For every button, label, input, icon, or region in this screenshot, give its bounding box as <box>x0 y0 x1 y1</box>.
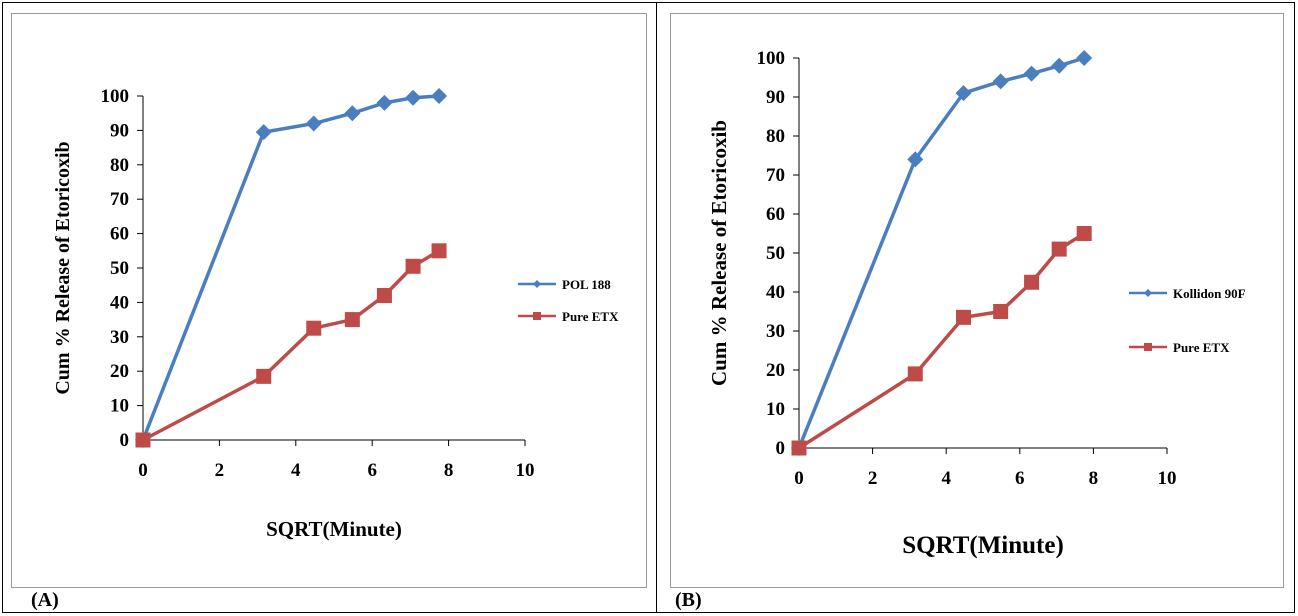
data-point-square <box>405 258 421 274</box>
chart-a-frame: 0 10 20 30 40 50 60 70 80 90 100 0 2 4 6 8 10 Cum % Relea… <box>11 13 647 588</box>
x-tick-label: 0 <box>138 460 148 481</box>
x-axis-label: SQRT(Minute) <box>902 532 1064 559</box>
y-axis-label: Cum % Release of Etoricoxib <box>707 120 731 386</box>
y-tick-label: 20 <box>766 360 785 381</box>
y-tick-label: 80 <box>766 126 785 147</box>
x-axis-label: SQRT(Minute) <box>266 517 402 541</box>
legend-label: POL 188 <box>562 277 611 292</box>
y-tick-label: 90 <box>110 120 129 141</box>
panel-b-label: (B) <box>675 589 702 611</box>
legend-marker-square <box>1144 343 1152 351</box>
data-point-square <box>1076 226 1092 241</box>
series-line-1 <box>142 249 440 442</box>
data-point-square <box>135 432 151 448</box>
x-tick-label: 0 <box>794 468 804 489</box>
data-point-diamond <box>955 85 972 102</box>
y-tick-label: 10 <box>766 399 785 420</box>
data-point-square <box>907 366 923 382</box>
y-tick-label: 100 <box>101 86 130 107</box>
panel-b: 0 10 20 30 40 50 60 70 80 90 100 0 2 4 6 8 10 Cum % Relea… <box>657 3 1294 612</box>
panel-a: 0 10 20 30 40 50 60 70 80 90 100 0 2 4 6 8 10 Cum % Relea… <box>3 3 657 612</box>
data-point-square <box>431 243 447 259</box>
y-tick-label: 80 <box>110 155 129 176</box>
data-point-diamond <box>376 94 393 111</box>
data-point-diamond <box>405 89 422 106</box>
data-point-square <box>993 304 1009 319</box>
y-tick-label: 70 <box>110 189 129 210</box>
data-point-square <box>306 320 322 336</box>
x-tick-label: 4 <box>941 468 951 489</box>
legend-label: Kollidon 90F <box>1173 286 1246 301</box>
x-tick-label: 10 <box>516 460 535 481</box>
y-tick-label: 30 <box>766 321 785 342</box>
y-tick-label: 40 <box>110 292 129 313</box>
y-tick-label: 0 <box>776 438 786 459</box>
y-tick-label: 20 <box>110 361 129 382</box>
x-tick-label: 4 <box>291 460 301 481</box>
legend-label: Pure ETX <box>562 309 619 324</box>
data-point-square <box>344 312 360 328</box>
y-tick-label: 50 <box>766 243 785 264</box>
chart-a: 0 10 20 30 40 50 60 70 80 90 100 0 2 4 6 8 10 Cum % Relea… <box>52 86 619 541</box>
legend-marker-diamond <box>533 280 541 288</box>
x-tick-label: 6 <box>1015 468 1025 489</box>
y-tick-label: 10 <box>110 396 129 417</box>
y-tick-label: 70 <box>766 165 785 186</box>
data-point-square <box>1051 241 1067 257</box>
y-tick-label: 60 <box>110 224 129 245</box>
legend-marker-diamond <box>1144 289 1152 297</box>
y-tick-label: 40 <box>766 282 785 303</box>
y-tick-label: 100 <box>757 48 786 69</box>
legend-label: Pure ETX <box>1173 340 1230 355</box>
data-point-diamond <box>431 88 448 104</box>
chart-b: 0 10 20 30 40 50 60 70 80 90 100 0 2 4 6 8 10 Cum % Relea… <box>707 48 1246 559</box>
y-axis-label: Cum % Release of Etoricoxib <box>52 141 74 394</box>
y-tick-label: 60 <box>766 204 785 225</box>
data-point-square <box>256 368 272 384</box>
data-point-diamond <box>1051 57 1068 74</box>
y-tick-label: 90 <box>766 87 785 108</box>
y-tick-label: 30 <box>110 327 129 348</box>
data-point-diamond <box>1076 50 1093 66</box>
x-tick-label: 2 <box>215 460 225 481</box>
data-point-square <box>791 440 807 456</box>
x-tick-label: 6 <box>367 460 377 481</box>
data-point-diamond <box>992 73 1009 90</box>
legend-marker-square <box>533 312 541 320</box>
x-tick-label: 2 <box>868 468 878 489</box>
series-line-0 <box>797 56 1085 449</box>
chart-b-frame: 0 10 20 30 40 50 60 70 80 90 100 0 2 4 6 8 10 Cum % Relea… <box>670 13 1284 588</box>
data-point-square <box>376 288 392 304</box>
y-tick-label: 50 <box>110 258 129 279</box>
data-point-diamond <box>305 115 322 132</box>
data-point-diamond <box>344 105 361 122</box>
x-tick-label: 8 <box>1089 468 1099 489</box>
x-tick-label: 8 <box>444 460 454 481</box>
data-point-diamond <box>255 124 272 141</box>
data-point-diamond <box>1023 65 1040 82</box>
data-point-square <box>955 309 971 325</box>
y-tick-label: 0 <box>120 430 130 451</box>
data-point-diamond <box>907 151 924 168</box>
x-tick-label: 10 <box>1158 468 1177 489</box>
series-line-0 <box>141 94 440 441</box>
panel-a-label: (A) <box>31 589 59 611</box>
data-point-square <box>1024 274 1040 290</box>
